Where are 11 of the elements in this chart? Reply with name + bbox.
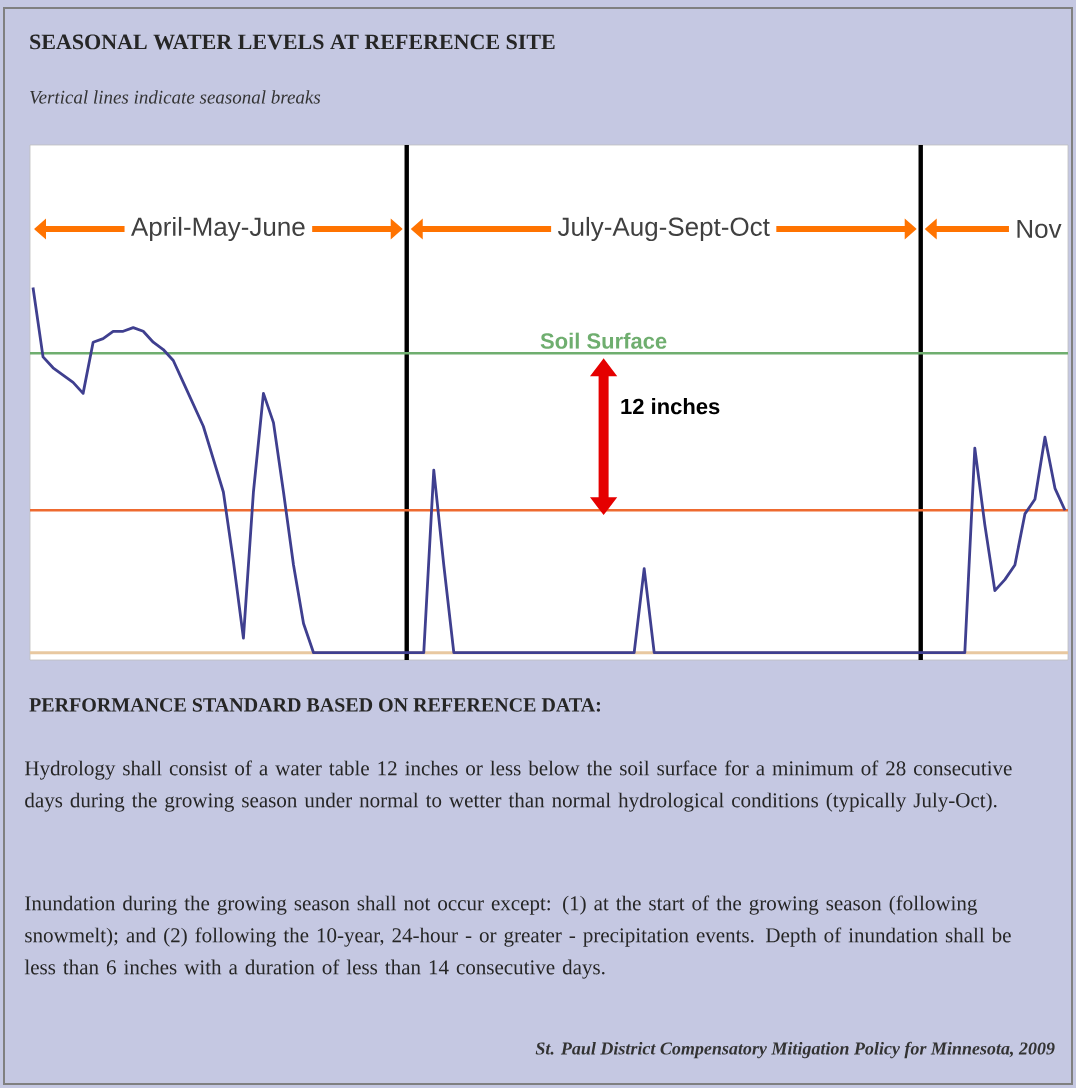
- text: Hydrology shall consist of a water table 12 inches or less below the soil surface for a minimum of 28 consecutive days during the growing season under normal to wetter than normal hydrological conditions (typically July-Oct).: [25, 760, 1012, 812]
- ref-line-label: Soil Surface: [540, 332, 667, 349]
- chart-title: SEASONAL WATER LEVELS AT REFERENCE SITE: [30, 34, 555, 50]
- text: Inundation during the growing season shall not occur except: (1) at the start of the growing season (following snowmelt); and (2) following the 10-year, 24-hour - or greater - precipitation events. Depth of inundation shall be less than 6 inches with a duration of less than 14 consecutive days.: [24, 895, 1011, 979]
- text: July-Aug-Sept-Oct: [557, 216, 770, 242]
- text: Nov: [1017, 219, 1062, 239]
- chart-subtitle: Vertical lines indicate seasonal breaks: [30, 90, 321, 104]
- text: PERFORMANCE STANDARD BASED ON REFERENCE DATA:: [29, 698, 601, 712]
- text: St. Paul District Compensatory Mitigation Policy for Minnesota, 2009: [535, 1041, 1055, 1059]
- annotation: 12 inches: [621, 398, 720, 415]
- text: April-May-June: [131, 216, 305, 242]
